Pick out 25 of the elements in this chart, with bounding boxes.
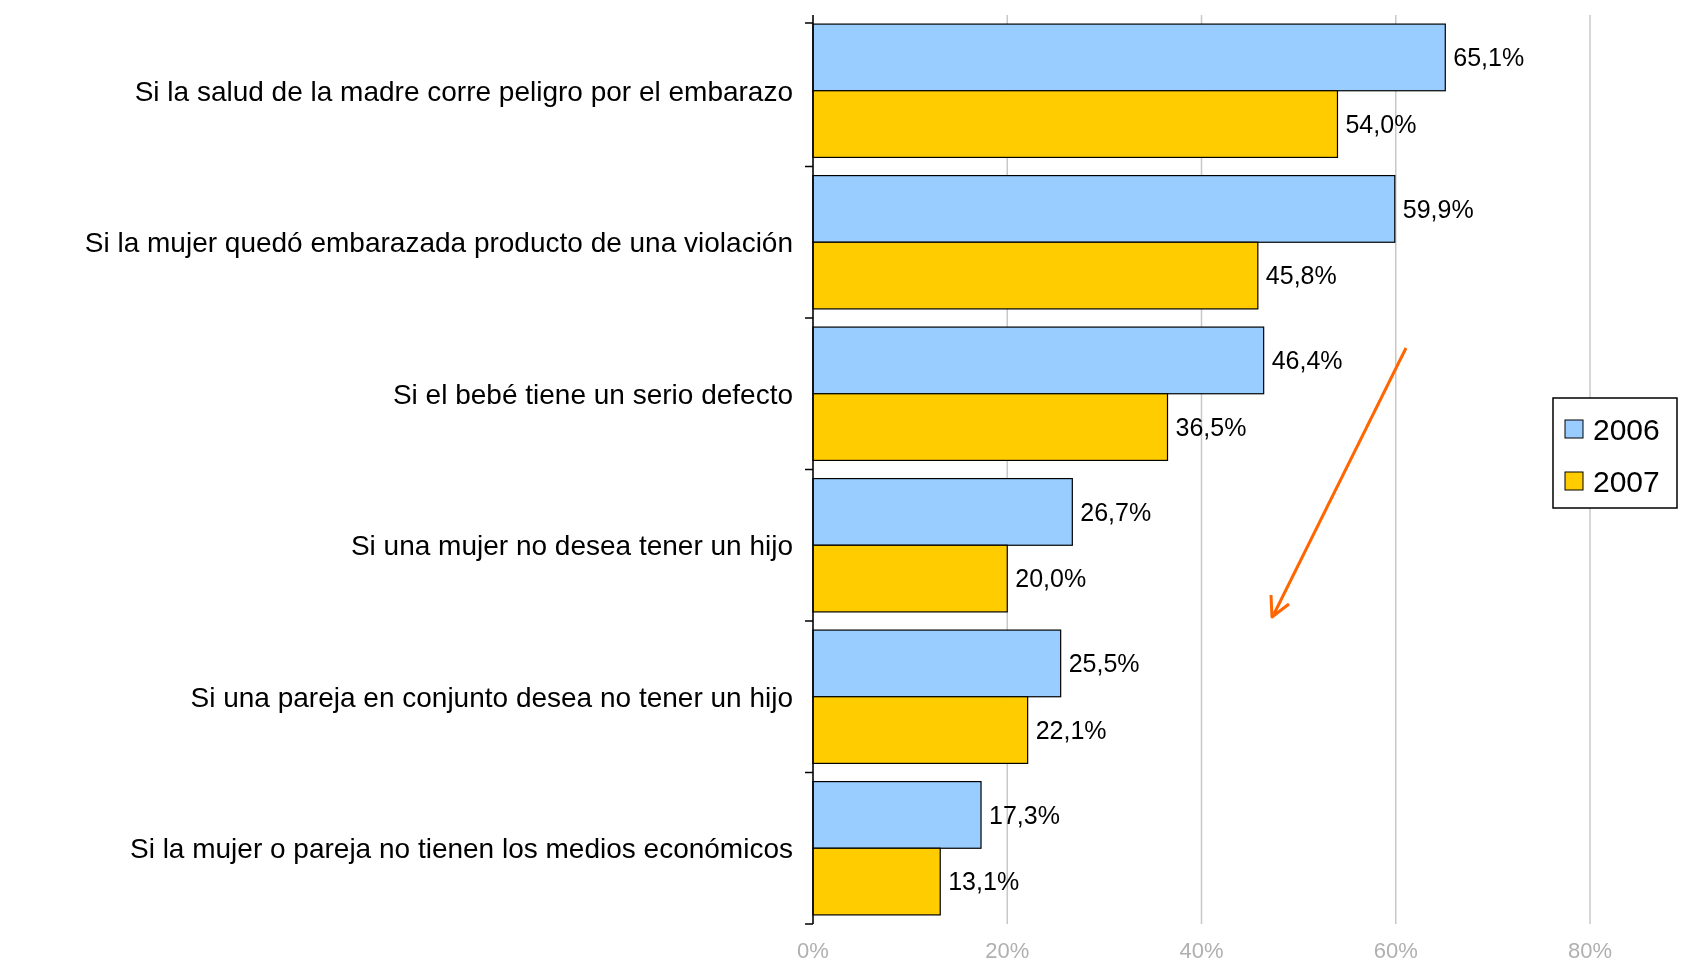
legend-label: 2006 — [1593, 412, 1660, 446]
y-tick-label: Si la mujer quedó embarazada producto de una violación — [84, 227, 793, 259]
data-label: 22,1% — [1035, 715, 1107, 744]
x-tick-label: 0% — [797, 938, 829, 963]
x-tick-label: 20% — [985, 938, 1030, 963]
data-label: 17,3% — [989, 800, 1060, 829]
data-label: 65,1% — [1453, 43, 1525, 72]
data-label: 59,9% — [1402, 194, 1474, 223]
y-tick-label: Si una pareja en conjunto desea no tener un hijo — [190, 681, 793, 713]
data-label: 20,0% — [1015, 564, 1087, 593]
data-label: 54,0% — [1345, 109, 1417, 138]
data-label: 13,1% — [948, 867, 1020, 896]
data-label: 45,8% — [1265, 261, 1337, 290]
data-label: 25,5% — [1068, 649, 1140, 678]
y-tick-label: Si la salud de la madre corre peligro por el embarazo — [134, 75, 793, 107]
y-tick-label: Si el bebé tiene un serio defecto — [392, 378, 793, 410]
y-tick-label: Si la mujer o pareja no tienen los medios económicos — [129, 833, 793, 865]
x-tick-label: 80% — [1567, 938, 1613, 963]
x-tick-label: 40% — [1179, 938, 1224, 963]
y-tick-label: Si una mujer no desea tener un hijo — [350, 530, 793, 562]
data-label: 26,7% — [1080, 497, 1152, 526]
legend-label: 2007 — [1593, 464, 1660, 498]
data-label: 36,5% — [1175, 412, 1247, 441]
data-label: 46,4% — [1271, 346, 1343, 375]
x-tick-label: 60% — [1373, 938, 1418, 963]
